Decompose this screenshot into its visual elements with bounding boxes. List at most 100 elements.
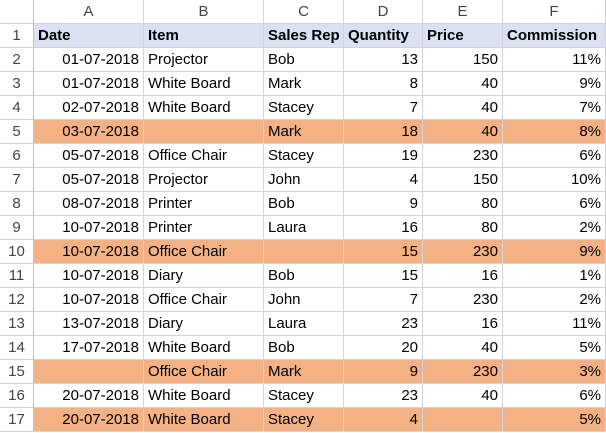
cell-commission[interactable]: 2% — [503, 216, 606, 240]
cell-sales-rep[interactable]: Bob — [264, 192, 344, 216]
cell-quantity[interactable]: 16 — [344, 216, 423, 240]
row-header[interactable]: 15 — [0, 360, 34, 384]
row-header[interactable]: 17 — [0, 408, 34, 432]
row-header[interactable]: 12 — [0, 288, 34, 312]
cell-item[interactable]: Projector — [144, 168, 264, 192]
cell-sales-rep[interactable]: Stacey — [264, 144, 344, 168]
cell-date[interactable]: 13-07-2018 — [34, 312, 144, 336]
cell-price[interactable]: 150 — [423, 168, 503, 192]
cell-commission[interactable]: 6% — [503, 384, 606, 408]
column-header-d[interactable]: D — [344, 0, 423, 24]
cell-quantity[interactable]: 23 — [344, 312, 423, 336]
cell-date[interactable]: 20-07-2018 — [34, 384, 144, 408]
header-price[interactable]: Price — [423, 24, 503, 48]
select-all-corner[interactable] — [0, 0, 34, 24]
cell-price[interactable]: 230 — [423, 240, 503, 264]
cell-commission[interactable]: 5% — [503, 408, 606, 432]
cell-sales-rep[interactable]: Laura — [264, 312, 344, 336]
row-header[interactable]: 5 — [0, 120, 34, 144]
cell-quantity[interactable]: 19 — [344, 144, 423, 168]
cell-date[interactable]: 08-07-2018 — [34, 192, 144, 216]
cell-quantity[interactable]: 7 — [344, 288, 423, 312]
cell-price[interactable]: 40 — [423, 336, 503, 360]
cell-sales-rep[interactable] — [264, 240, 344, 264]
cell-sales-rep[interactable]: Bob — [264, 264, 344, 288]
cell-commission[interactable]: 11% — [503, 48, 606, 72]
cell-commission[interactable]: 8% — [503, 120, 606, 144]
cell-price[interactable]: 150 — [423, 48, 503, 72]
cell-quantity[interactable]: 4 — [344, 168, 423, 192]
cell-item[interactable]: White Board — [144, 96, 264, 120]
cell-price[interactable]: 80 — [423, 216, 503, 240]
cell-sales-rep[interactable]: John — [264, 288, 344, 312]
cell-quantity[interactable]: 8 — [344, 72, 423, 96]
row-header[interactable]: 7 — [0, 168, 34, 192]
cell-price[interactable]: 16 — [423, 264, 503, 288]
cell-date[interactable]: 10-07-2018 — [34, 240, 144, 264]
cell-item[interactable]: Printer — [144, 216, 264, 240]
cell-item[interactable]: Diary — [144, 312, 264, 336]
cell-item[interactable]: Office Chair — [144, 288, 264, 312]
cell-quantity[interactable]: 9 — [344, 360, 423, 384]
cell-quantity[interactable]: 4 — [344, 408, 423, 432]
cell-price[interactable]: 230 — [423, 288, 503, 312]
cell-quantity[interactable]: 13 — [344, 48, 423, 72]
row-header[interactable]: 8 — [0, 192, 34, 216]
cell-quantity[interactable]: 9 — [344, 192, 423, 216]
cell-sales-rep[interactable]: Laura — [264, 216, 344, 240]
cell-date[interactable]: 01-07-2018 — [34, 72, 144, 96]
cell-date[interactable]: 05-07-2018 — [34, 168, 144, 192]
row-header[interactable]: 3 — [0, 72, 34, 96]
cell-date[interactable]: 03-07-2018 — [34, 120, 144, 144]
cell-sales-rep[interactable]: Bob — [264, 336, 344, 360]
cell-sales-rep[interactable]: Mark — [264, 120, 344, 144]
cell-commission[interactable]: 6% — [503, 192, 606, 216]
cell-price[interactable]: 40 — [423, 96, 503, 120]
column-header-f[interactable]: F — [503, 0, 606, 24]
header-date[interactable]: Date — [34, 24, 144, 48]
cell-commission[interactable]: 9% — [503, 72, 606, 96]
cell-date[interactable]: 10-07-2018 — [34, 216, 144, 240]
cell-price[interactable]: 230 — [423, 360, 503, 384]
cell-commission[interactable]: 2% — [503, 288, 606, 312]
cell-quantity[interactable]: 15 — [344, 264, 423, 288]
header-item[interactable]: Item — [144, 24, 264, 48]
column-header-e[interactable]: E — [423, 0, 503, 24]
cell-item[interactable]: Office Chair — [144, 144, 264, 168]
cell-quantity[interactable]: 20 — [344, 336, 423, 360]
cell-commission[interactable]: 6% — [503, 144, 606, 168]
cell-quantity[interactable]: 15 — [344, 240, 423, 264]
cell-commission[interactable]: 7% — [503, 96, 606, 120]
cell-date[interactable]: 20-07-2018 — [34, 408, 144, 432]
column-header-b[interactable]: B — [144, 0, 264, 24]
row-header[interactable]: 13 — [0, 312, 34, 336]
row-header[interactable]: 1 — [0, 24, 34, 48]
cell-quantity[interactable]: 7 — [344, 96, 423, 120]
cell-date[interactable]: 10-07-2018 — [34, 264, 144, 288]
cell-commission[interactable]: 9% — [503, 240, 606, 264]
cell-commission[interactable]: 11% — [503, 312, 606, 336]
cell-date[interactable] — [34, 360, 144, 384]
cell-date[interactable]: 10-07-2018 — [34, 288, 144, 312]
cell-date[interactable]: 05-07-2018 — [34, 144, 144, 168]
column-header-c[interactable]: C — [264, 0, 344, 24]
cell-commission[interactable]: 5% — [503, 336, 606, 360]
cell-item[interactable]: Diary — [144, 264, 264, 288]
cell-price[interactable]: 230 — [423, 144, 503, 168]
row-header[interactable]: 14 — [0, 336, 34, 360]
cell-quantity[interactable]: 18 — [344, 120, 423, 144]
cell-date[interactable]: 01-07-2018 — [34, 48, 144, 72]
header-quantity[interactable]: Quantity — [344, 24, 423, 48]
cell-sales-rep[interactable]: Mark — [264, 72, 344, 96]
cell-sales-rep[interactable]: John — [264, 168, 344, 192]
cell-item[interactable]: White Board — [144, 408, 264, 432]
cell-price[interactable]: 80 — [423, 192, 503, 216]
cell-sales-rep[interactable]: Bob — [264, 48, 344, 72]
row-header[interactable]: 11 — [0, 264, 34, 288]
cell-price[interactable]: 40 — [423, 72, 503, 96]
cell-sales-rep[interactable]: Mark — [264, 360, 344, 384]
row-header[interactable]: 6 — [0, 144, 34, 168]
cell-sales-rep[interactable]: Stacey — [264, 384, 344, 408]
cell-item[interactable]: Office Chair — [144, 240, 264, 264]
cell-sales-rep[interactable]: Stacey — [264, 96, 344, 120]
